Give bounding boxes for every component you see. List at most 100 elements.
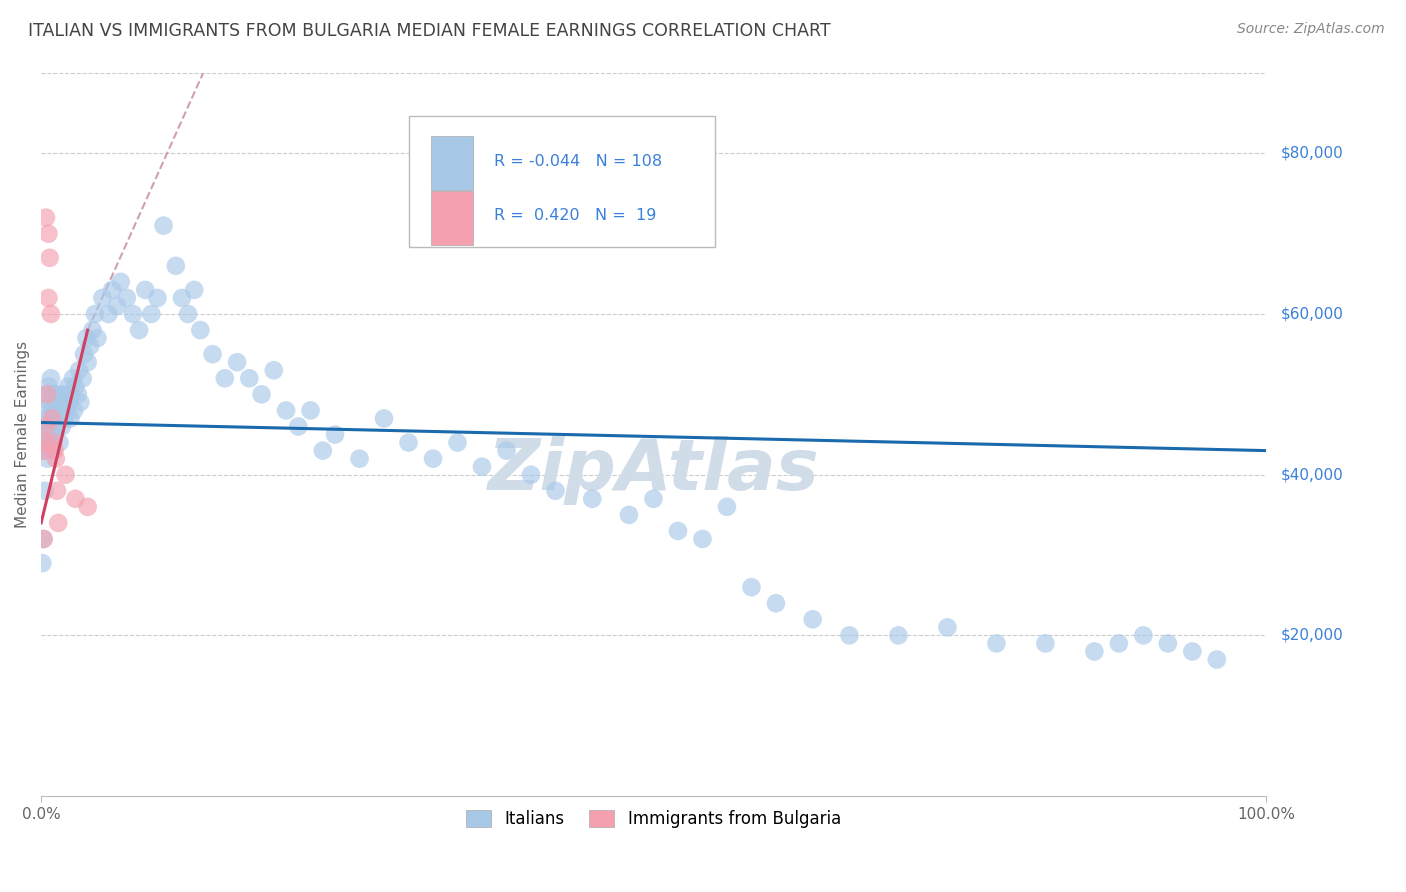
Point [520,467,543,482]
Point [42,435,65,450]
Point [422,451,444,466]
Point [38,435,60,450]
Point [38,395,60,409]
Point [134,283,156,297]
Legend: Italians, Immigrants from Bulgaria: Italians, Immigrants from Bulgaria [460,804,848,835]
Point [323,427,346,442]
Point [1083,644,1105,658]
Point [986,636,1008,650]
Point [838,628,860,642]
Point [201,347,224,361]
Point [1035,636,1057,650]
Point [34,435,56,450]
Point [45,419,67,434]
Point [740,580,762,594]
Point [183,283,205,297]
Point [82,323,104,337]
Point [214,371,236,385]
Point [37,291,59,305]
Point [666,524,689,538]
Point [373,411,395,425]
Point [41,443,63,458]
Point [35,427,58,442]
Point [299,403,322,417]
FancyBboxPatch shape [409,116,714,246]
Point [936,620,959,634]
Point [312,443,335,458]
Point [56,403,79,417]
Point [42,427,65,442]
Point [37,387,59,401]
Point [34,403,56,417]
Bar [430,136,474,190]
Point [44,411,66,425]
Point [263,363,285,377]
Point [617,508,640,522]
Point [32,532,55,546]
Point [39,419,62,434]
Text: Source: ZipAtlas.com: Source: ZipAtlas.com [1237,22,1385,37]
Point [44,443,66,458]
Point [1108,636,1130,650]
Point [46,403,69,417]
Point [716,500,738,514]
Point [46,483,69,498]
Point [56,379,79,393]
Point [101,283,124,297]
Point [67,363,90,377]
Point [692,532,714,546]
Point [287,419,309,434]
Point [86,331,108,345]
Point [1157,636,1180,650]
Point [55,387,77,401]
Point [51,419,73,434]
Point [238,371,260,385]
Point [65,379,87,393]
Point [37,451,59,466]
Point [177,307,200,321]
Point [69,395,91,409]
Point [65,491,87,506]
Point [58,395,80,409]
Point [146,291,169,305]
Point [495,443,517,458]
Point [801,612,824,626]
Point [37,411,59,425]
Point [170,291,193,305]
Point [45,451,67,466]
Text: $80,000: $80,000 [1281,145,1343,161]
Point [349,451,371,466]
Y-axis label: Median Female Earnings: Median Female Earnings [15,341,30,528]
Point [105,299,128,313]
Point [42,387,65,401]
Point [544,483,567,498]
Point [37,419,59,434]
Point [66,387,89,401]
Point [49,403,72,417]
Point [115,291,138,305]
Point [398,435,420,450]
Point [60,387,83,401]
Point [41,411,63,425]
Point [39,307,62,321]
Point [34,435,56,450]
Point [32,443,55,458]
Bar [430,191,474,244]
Point [643,491,665,506]
Point [226,355,249,369]
Point [38,251,60,265]
Point [55,467,77,482]
Point [887,628,910,642]
Point [1205,652,1227,666]
Point [34,483,56,498]
Point [35,419,58,434]
Point [45,387,67,401]
Point [52,395,75,409]
Point [91,291,114,305]
Text: ITALIAN VS IMMIGRANTS FROM BULGARIA MEDIAN FEMALE EARNINGS CORRELATION CHART: ITALIAN VS IMMIGRANTS FROM BULGARIA MEDI… [28,22,831,40]
Point [35,387,58,401]
Text: ZipAtlas: ZipAtlas [488,436,820,505]
Point [62,371,84,385]
Point [48,435,70,450]
Point [37,379,59,393]
